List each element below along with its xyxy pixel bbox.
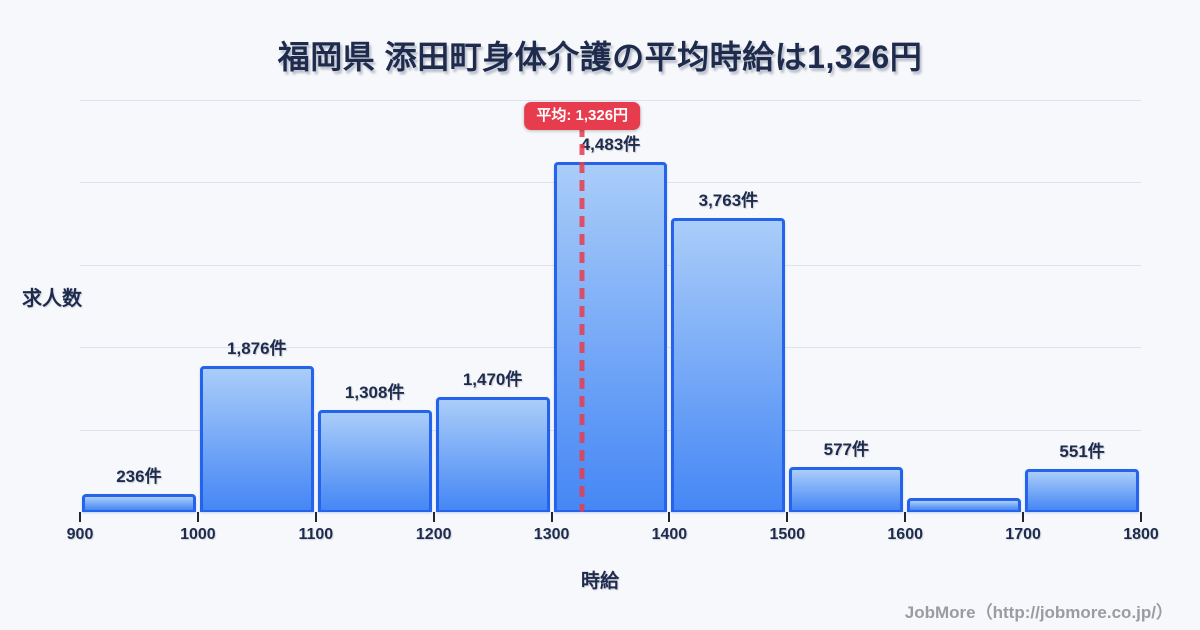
x-tick-label: 1700 — [1005, 526, 1041, 543]
x-tick-mark — [432, 512, 435, 522]
x-axis-label: 時給 — [580, 571, 619, 592]
x-tick-mark — [550, 512, 553, 522]
histogram-bar — [907, 498, 1022, 512]
x-tick-mark — [786, 512, 789, 522]
x-tick-mark — [1140, 512, 1142, 522]
bar-value-label: 1,308件 — [344, 383, 405, 402]
x-tick-label: 1100 — [298, 526, 334, 543]
x-tick-label: 1800 — [1123, 526, 1159, 543]
histogram-bar — [789, 467, 904, 512]
chart-plot-area: 236件 1,876件 1,308件 1,470件 4,483件 3,763件 577件 55… — [67, 100, 1159, 543]
x-tick-mark — [904, 512, 907, 522]
gridline — [80, 100, 1141, 101]
x-tick-label: 900 — [66, 526, 94, 543]
bar-value-label: 1,470件 — [462, 370, 523, 389]
x-tick-mark — [79, 512, 81, 522]
page-title: 福岡県 添田町身体介護の平均時給は1,326円 — [277, 39, 923, 75]
bar-value-label: 3,763件 — [698, 191, 759, 210]
footer-credit: JobMore（http://jobmore.co.jp/） — [904, 603, 1173, 622]
histogram-bar — [553, 162, 668, 512]
histogram-bar — [435, 397, 550, 512]
y-axis-label: 求人数 — [22, 288, 82, 310]
histogram-bar — [1025, 469, 1139, 512]
x-tick-label: 1200 — [415, 526, 452, 543]
bar-value-label: 236件 — [116, 467, 162, 486]
x-tick-label: 1600 — [887, 526, 923, 543]
bar-value-label: 551件 — [1059, 442, 1105, 461]
bar-value-label: 577件 — [823, 440, 869, 459]
x-tick-mark — [314, 512, 317, 522]
x-tick-mark — [196, 512, 199, 522]
average-badge: 平均: 1,326円 — [524, 102, 641, 130]
x-tick-mark — [1022, 512, 1025, 522]
bar-value-label: 4,483件 — [580, 135, 641, 154]
histogram-bar — [199, 366, 314, 512]
x-tick-label: 1300 — [533, 526, 570, 543]
x-tick-label: 1500 — [769, 526, 806, 543]
histogram-bar — [317, 410, 432, 512]
bar-value-label: 1,876件 — [227, 339, 287, 358]
average-dashed-line — [579, 126, 585, 512]
histogram-bar — [82, 494, 196, 512]
x-tick-label: 1400 — [651, 526, 688, 543]
x-tick-mark — [668, 512, 671, 522]
histogram-bar — [671, 218, 786, 512]
x-tick-label: 1000 — [180, 526, 216, 543]
